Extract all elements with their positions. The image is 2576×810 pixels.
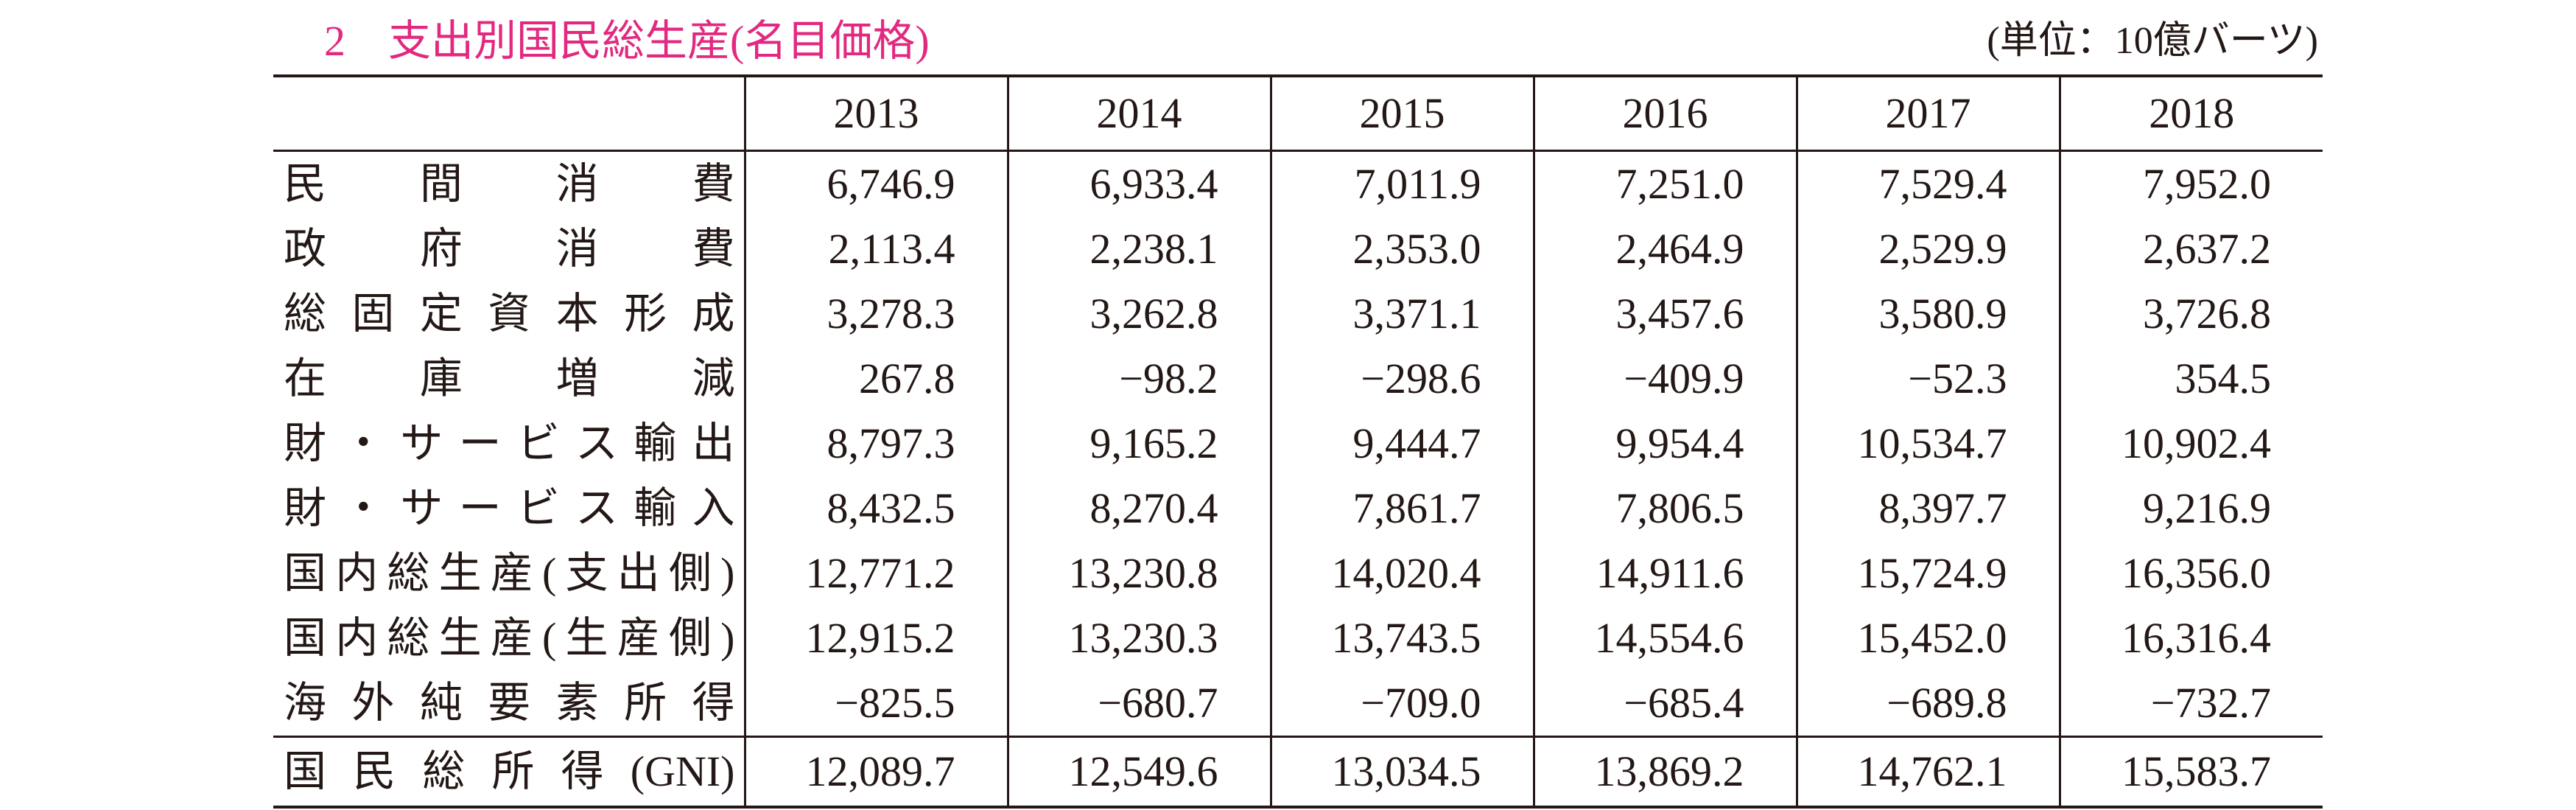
value-cell: 3,278.3	[743, 282, 1008, 346]
value-cell: 8,797.3	[743, 411, 1008, 476]
column-header: 2015	[1269, 76, 1534, 151]
value-cell: 7,952.0	[2058, 150, 2323, 217]
table-row: 総固定資本形成 3,278.3 3,262.8 3,371.1 3,457.6 3,580…	[273, 282, 2323, 346]
value-cell: −680.7	[1006, 671, 1271, 737]
value-cell: 10,534.7	[1795, 411, 2060, 476]
value-cell: 13,034.5	[1269, 736, 1534, 807]
value-cell: 12,771.2	[743, 541, 1008, 606]
value-cell: 7,861.7	[1269, 476, 1534, 541]
value-cell: 16,356.0	[2058, 541, 2323, 606]
value-cell: −825.5	[743, 671, 1008, 737]
row-label: 財・サービス輸出	[284, 419, 735, 467]
value-cell: −409.9	[1532, 346, 1797, 411]
value-cell: 9,444.7	[1269, 411, 1534, 476]
value-cell: 2,113.4	[743, 217, 1008, 282]
value-cell: 6,746.9	[743, 150, 1008, 217]
value-cell: −685.4	[1532, 671, 1797, 737]
value-cell: 2,529.9	[1795, 217, 2060, 282]
table-row: 民間消費 6,746.9 6,933.4 7,011.9 7,251.0 7,529.4 7…	[273, 150, 2323, 217]
value-cell: 13,869.2	[1532, 736, 1797, 807]
value-cell: 14,911.6	[1532, 541, 1797, 606]
data-table: 2013 2014 2015 2016 2017 2018 民間消費 6,746.9 6,93…	[273, 74, 2323, 809]
header-row: 2013 2014 2015 2016 2017 2018	[273, 76, 2323, 151]
value-cell: 8,397.7	[1795, 476, 2060, 541]
value-cell: 12,915.2	[743, 606, 1008, 671]
value-cell: 2,637.2	[2058, 217, 2323, 282]
table-row: 財・サービス輸出 8,797.3 9,165.2 9,444.7 9,954.4 10,5…	[273, 411, 2323, 476]
row-label: 総固定資本形成	[284, 290, 735, 338]
value-cell: 9,954.4	[1532, 411, 1797, 476]
row-label: 国内総生産(支出側)	[284, 549, 735, 597]
value-cell: 3,457.6	[1532, 282, 1797, 346]
column-header: 2017	[1795, 76, 2060, 151]
value-cell: 14,020.4	[1269, 541, 1534, 606]
value-cell: 13,743.5	[1269, 606, 1534, 671]
table-row: 国内総生産(生産側) 12,915.2 13,230.3 13,743.5 14,554…	[273, 606, 2323, 671]
row-label: 海外純要素所得	[284, 679, 735, 727]
value-cell: 16,316.4	[2058, 606, 2323, 671]
value-cell: −709.0	[1269, 671, 1534, 737]
value-cell: 3,371.1	[1269, 282, 1534, 346]
value-cell: 7,011.9	[1269, 150, 1534, 217]
value-cell: −52.3	[1795, 346, 2060, 411]
value-cell: 3,580.9	[1795, 282, 2060, 346]
unit-note: (単位：10億バーツ)	[1987, 20, 2318, 62]
value-cell: 267.8	[743, 346, 1008, 411]
value-cell: 2,464.9	[1532, 217, 1797, 282]
value-cell: 3,726.8	[2058, 282, 2323, 346]
value-cell: 12,549.6	[1006, 736, 1271, 807]
value-cell: 15,452.0	[1795, 606, 2060, 671]
value-cell: 7,806.5	[1532, 476, 1797, 541]
value-cell: 13,230.3	[1006, 606, 1271, 671]
value-cell: 8,432.5	[743, 476, 1008, 541]
value-cell: 14,762.1	[1795, 736, 2060, 807]
row-label: 在庫増減	[284, 355, 735, 402]
value-cell: −732.7	[2058, 671, 2323, 737]
value-cell: 12,089.7	[743, 736, 1008, 807]
value-cell: 354.5	[2058, 346, 2323, 411]
row-label: 民間消費	[284, 160, 735, 208]
table-row: 海外純要素所得 −825.5 −680.7 −709.0 −685.4 −689.8 −73…	[273, 671, 2323, 737]
value-cell: 7,529.4	[1795, 150, 2060, 217]
value-cell: 13,230.8	[1006, 541, 1271, 606]
value-cell: 3,262.8	[1006, 282, 1271, 346]
column-header: 2013	[743, 76, 1008, 151]
table-row: 財・サービス輸入 8,432.5 8,270.4 7,861.7 7,806.5 8,39…	[273, 476, 2323, 541]
table-title: 2 支出別国民総生産(名目価格)	[324, 17, 930, 65]
value-cell: 2,353.0	[1269, 217, 1534, 282]
table-row: 国内総生産(支出側) 12,771.2 13,230.8 14,020.4 14,911…	[273, 541, 2323, 606]
column-header: 2014	[1006, 76, 1271, 151]
value-cell: 14,554.6	[1532, 606, 1797, 671]
value-cell: 7,251.0	[1532, 150, 1797, 217]
row-label: 財・サービス輸入	[284, 484, 735, 532]
value-cell: 6,933.4	[1006, 150, 1271, 217]
value-cell: −298.6	[1269, 346, 1534, 411]
row-label: 国内総生産(生産側)	[284, 614, 735, 662]
value-cell: 15,724.9	[1795, 541, 2060, 606]
corner-cell	[273, 76, 745, 151]
column-header: 2018	[2058, 76, 2323, 151]
value-cell: 9,165.2	[1006, 411, 1271, 476]
table-row: 在庫増減 267.8 −98.2 −298.6 −409.9 −52.3 354.5	[273, 346, 2323, 411]
value-cell: 8,270.4	[1006, 476, 1271, 541]
value-cell: −689.8	[1795, 671, 2060, 737]
value-cell: 2,238.1	[1006, 217, 1271, 282]
table-row: 政府消費 2,113.4 2,238.1 2,353.0 2,464.9 2,529.9 2…	[273, 217, 2323, 282]
value-cell: 15,583.7	[2058, 736, 2323, 807]
row-label: 国民総所得(GNI)	[284, 747, 735, 795]
value-cell: −98.2	[1006, 346, 1271, 411]
column-header: 2016	[1532, 76, 1797, 151]
value-cell: 9,216.9	[2058, 476, 2323, 541]
value-cell: 10,902.4	[2058, 411, 2323, 476]
row-label: 政府消費	[284, 225, 735, 273]
table-row: 国民総所得(GNI) 12,089.7 12,549.6 13,034.5 13,869…	[273, 736, 2323, 807]
